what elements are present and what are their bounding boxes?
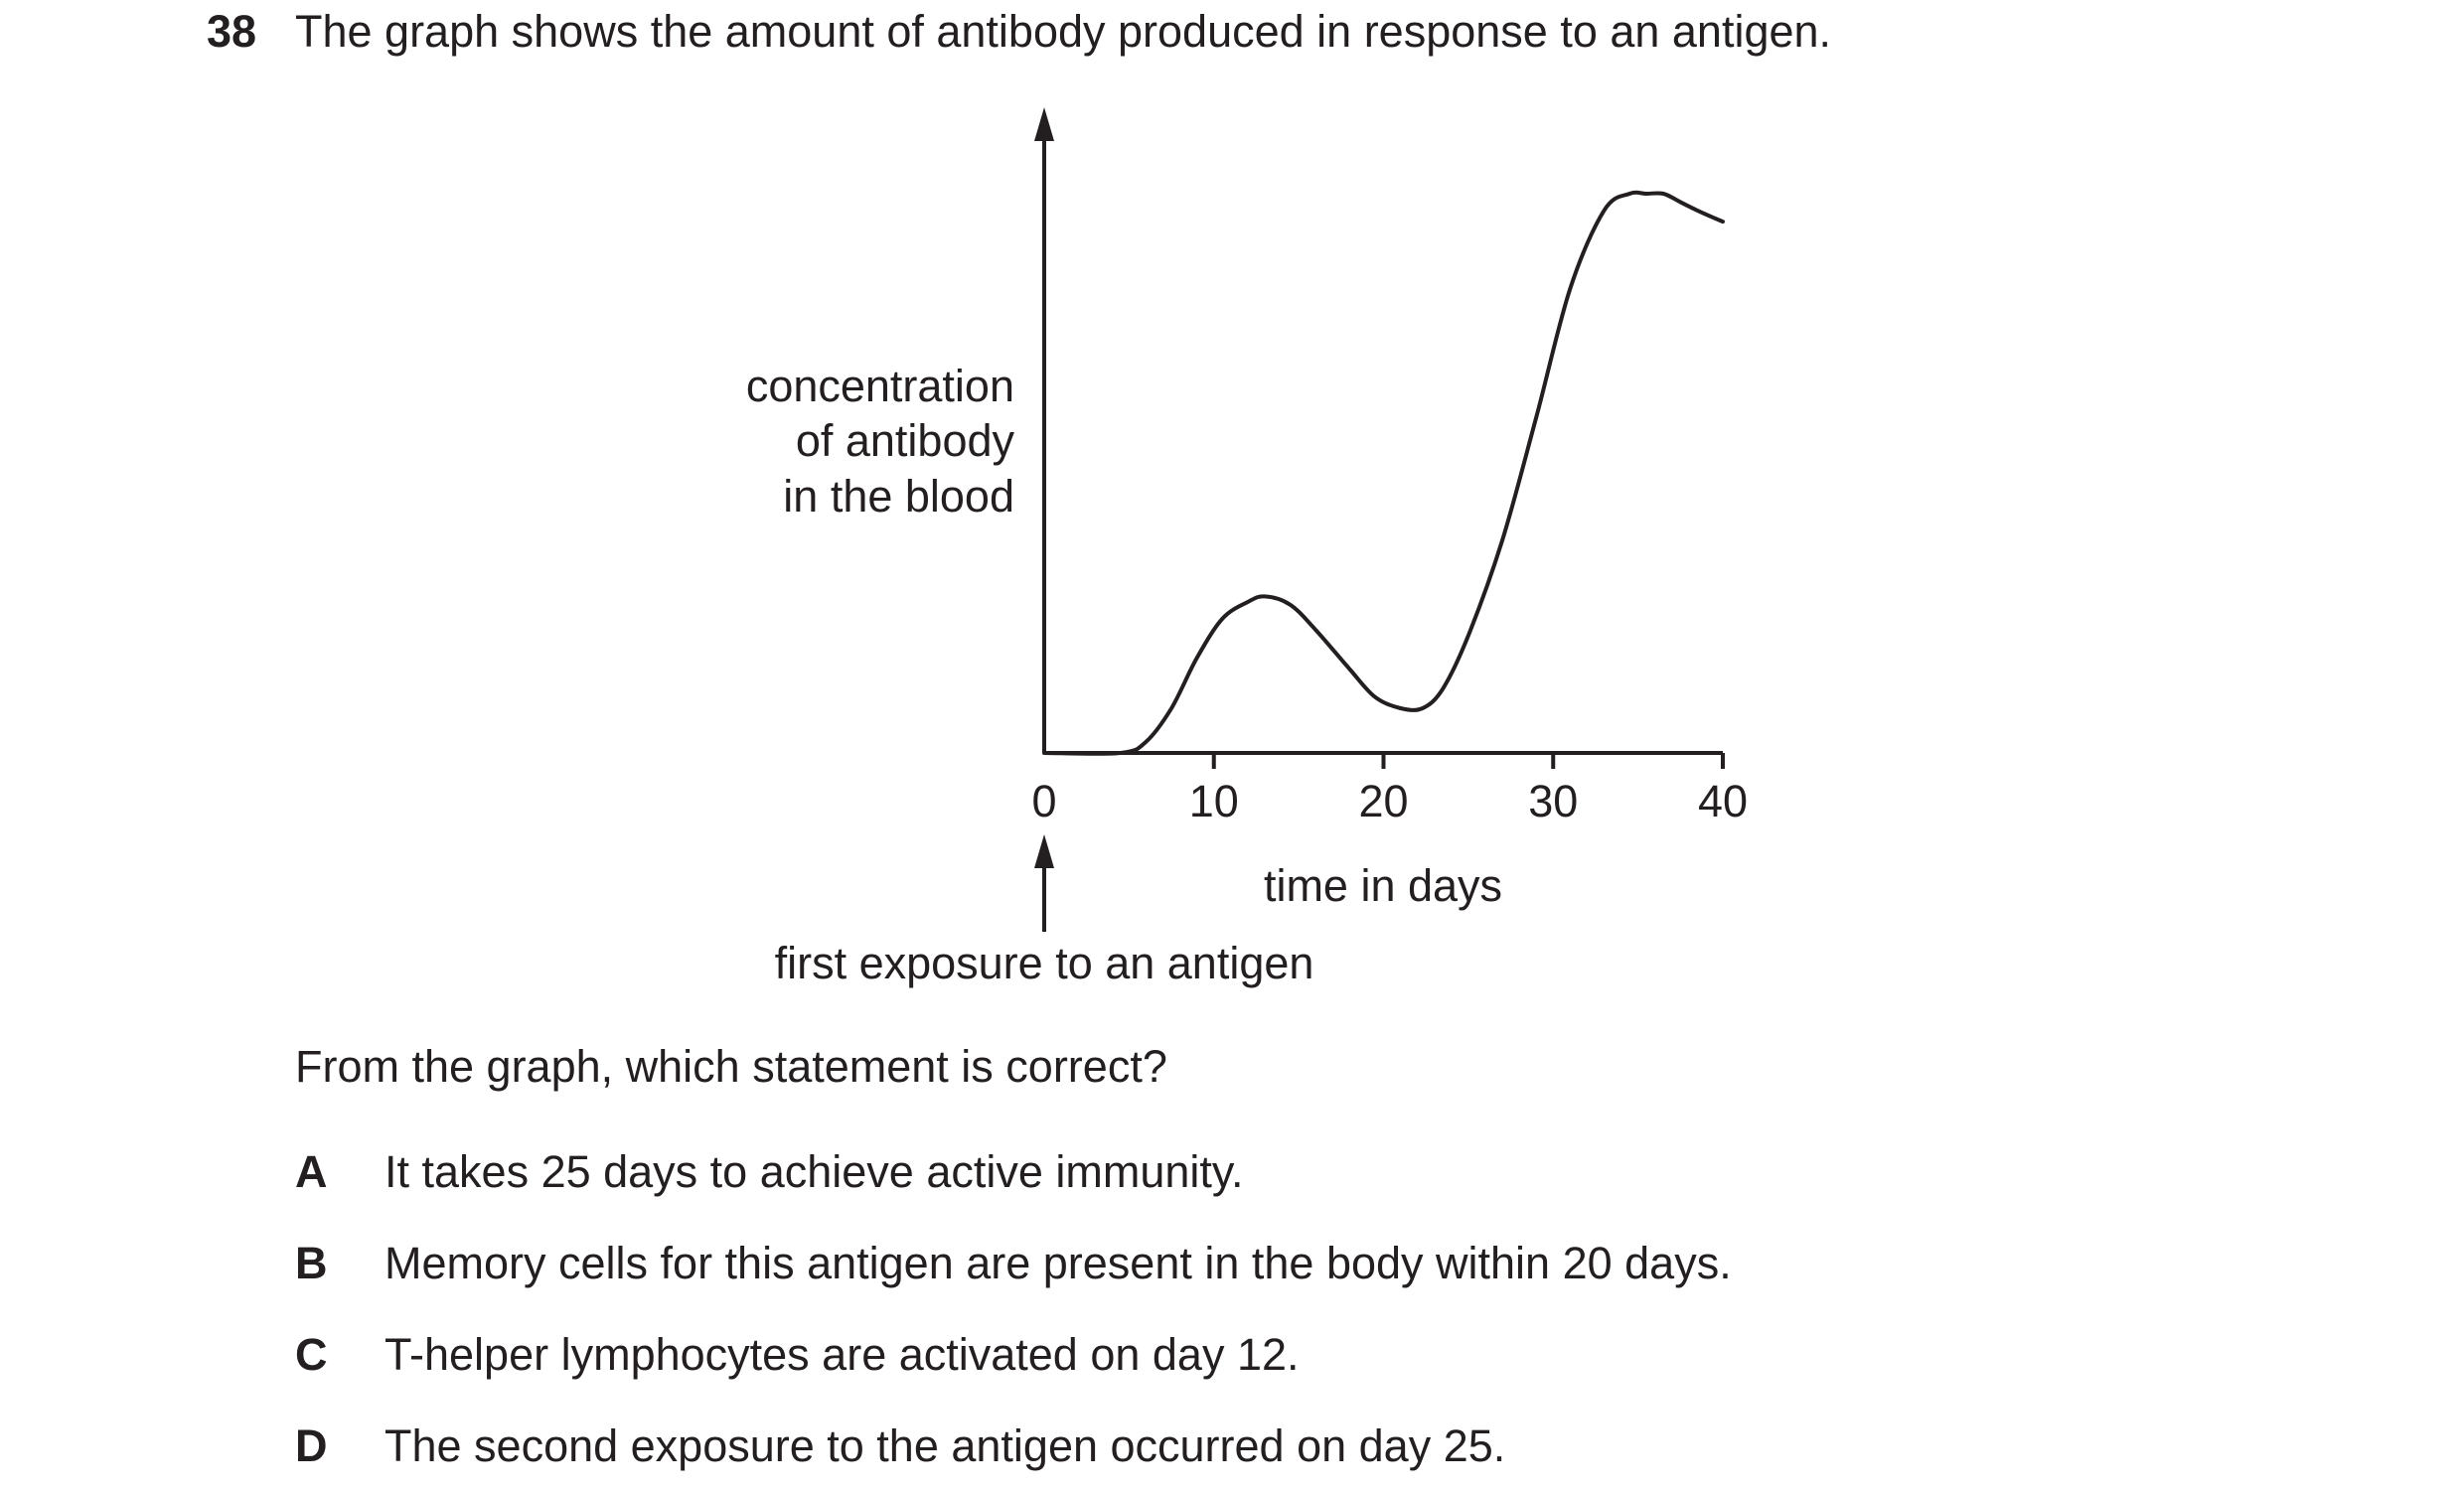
x-axis-label: time in days bbox=[1264, 860, 1502, 911]
x-tick-label: 30 bbox=[1528, 776, 1578, 826]
question-text: The graph shows the amount of antibody p… bbox=[295, 6, 1832, 57]
option-b[interactable]: B Memory cells for this antigen are pres… bbox=[295, 1236, 2282, 1295]
exposure-annotation: first exposure to an antigen bbox=[775, 938, 1314, 988]
y-axis-label-line-3: in the blood bbox=[783, 471, 1014, 522]
question-number: 38 bbox=[207, 6, 257, 57]
question-prompt: From the graph, which statement is corre… bbox=[295, 1041, 1167, 1092]
option-letter: D bbox=[295, 1420, 328, 1471]
option-a[interactable]: A It takes 25 days to achieve active imm… bbox=[295, 1144, 2282, 1204]
x-tick-label: 10 bbox=[1189, 776, 1239, 826]
option-c[interactable]: C T-helper lymphocytes are activated on … bbox=[295, 1327, 2282, 1387]
option-d[interactable]: D The second exposure to the antigen occ… bbox=[295, 1418, 2282, 1478]
x-tick-label: 20 bbox=[1358, 776, 1408, 826]
option-letter: A bbox=[295, 1146, 328, 1197]
antibody-curve bbox=[1042, 190, 1725, 756]
option-text: It takes 25 days to achieve active immun… bbox=[385, 1146, 1244, 1197]
exposure-arrow-head bbox=[1034, 834, 1054, 868]
x-tick-label: 40 bbox=[1698, 776, 1748, 826]
y-axis-label-line-2: of antibody bbox=[796, 415, 1015, 466]
option-letter: C bbox=[295, 1329, 328, 1380]
option-text: Memory cells for this antigen are presen… bbox=[385, 1238, 1732, 1288]
y-axis-arrowhead bbox=[1034, 107, 1054, 141]
y-axis-label-line-1: concentration bbox=[746, 361, 1014, 411]
option-text: The second exposure to the antigen occur… bbox=[385, 1420, 1506, 1471]
option-letter: B bbox=[295, 1238, 328, 1288]
option-text: T-helper lymphocytes are activated on da… bbox=[385, 1329, 1300, 1380]
x-tick-label: 0 bbox=[1031, 776, 1056, 826]
